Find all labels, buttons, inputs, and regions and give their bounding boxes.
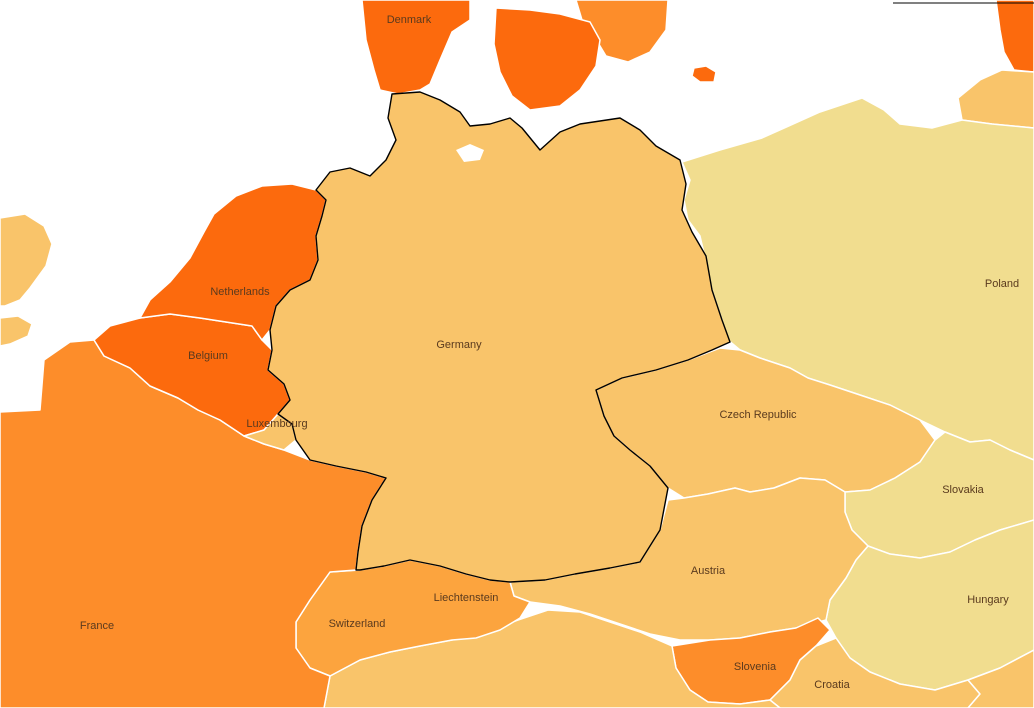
label-poland: Poland	[985, 278, 1019, 290]
label-germany: Germany	[436, 339, 482, 351]
label-luxembourg: Luxembourg	[246, 418, 307, 430]
label-france: France	[80, 620, 114, 632]
label-denmark: Denmark	[387, 14, 432, 26]
label-hungary: Hungary	[967, 594, 1009, 606]
label-croatia: Croatia	[814, 679, 850, 691]
region-denmark-islands[interactable]	[493, 7, 601, 111]
region-austria[interactable]	[509, 477, 869, 641]
region-denmark[interactable]	[361, 0, 471, 95]
label-belgium: Belgium	[188, 350, 228, 362]
label-slovenia: Slovenia	[734, 661, 777, 673]
label-austria: Austria	[691, 565, 726, 577]
label-liechtenstein: Liechtenstein	[434, 592, 499, 604]
label-switzerland: Switzerland	[329, 618, 386, 630]
label-czech-republic: Czech Republic	[719, 409, 797, 421]
label-slovakia: Slovakia	[942, 484, 984, 496]
label-netherlands: Netherlands	[210, 286, 270, 298]
baltic-inlet	[456, 144, 484, 162]
region-uk[interactable]	[0, 213, 53, 307]
region-serbia[interactable]	[967, 649, 1034, 708]
region-croatia[interactable]	[769, 637, 981, 708]
region-uk-south[interactable]	[0, 315, 33, 347]
region-bornholm[interactable]	[691, 65, 717, 83]
region-germany[interactable]	[267, 91, 731, 583]
